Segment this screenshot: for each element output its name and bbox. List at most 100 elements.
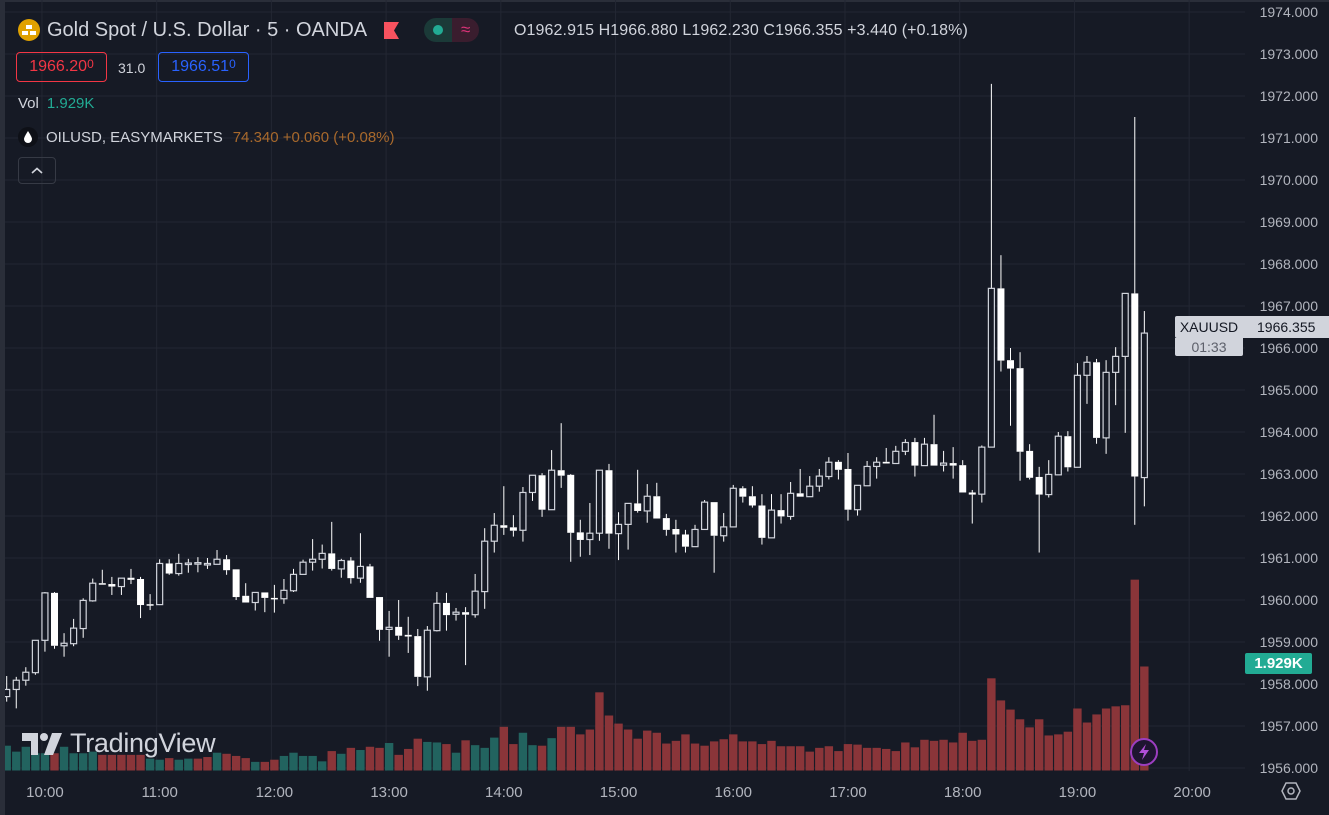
candle (758, 494, 766, 545)
volume-bar (174, 759, 183, 771)
candles (3, 83, 1148, 709)
volume-bar (910, 747, 920, 771)
candle (289, 568, 298, 593)
candle (978, 445, 986, 503)
candle-body-up (767, 509, 776, 539)
candle (261, 592, 269, 613)
volume-bar (59, 746, 69, 771)
volume-bar (977, 739, 987, 771)
compare-symbol-legend[interactable]: OILUSD, EASYMARKETS 74.340 +0.060 (+0.08… (18, 127, 395, 147)
time-tick-label: 14:00 (485, 784, 523, 801)
candle (194, 557, 202, 573)
volume-bar (260, 761, 270, 771)
volume-bar (394, 754, 403, 771)
tradingview-logo-icon (22, 732, 62, 755)
time-tick-label: 19:00 (1059, 784, 1097, 801)
price-tick-label: 1973.000 (1260, 46, 1319, 62)
candle-body-up (471, 590, 479, 616)
candle (796, 468, 804, 497)
candle-body-up (41, 592, 49, 641)
market-status-toggle[interactable]: ≈ (424, 18, 480, 42)
collapse-legend-button[interactable] (18, 157, 56, 184)
candle-body-down (538, 475, 546, 510)
candle (643, 484, 651, 523)
candle-body-up (213, 558, 221, 565)
volume-bar (547, 738, 556, 771)
volume-bar (824, 746, 834, 771)
wave-icon: ≈ (452, 18, 480, 42)
volume-bar (231, 755, 241, 771)
candle (414, 628, 422, 687)
candle (557, 423, 565, 488)
candle (223, 555, 231, 575)
price-tick-label: 1960.000 (1260, 592, 1319, 608)
candle-body-down (395, 626, 403, 636)
candle (672, 519, 680, 553)
price-tick-label: 1965.000 (1260, 382, 1319, 398)
candle (1121, 292, 1129, 433)
volume-bar (1121, 705, 1130, 771)
candle-body-up (978, 446, 986, 495)
volume-bar (566, 726, 575, 771)
candle-body-up (22, 671, 30, 681)
volume-bar (987, 678, 996, 771)
candle (1140, 311, 1148, 507)
candle-body-down (98, 583, 106, 585)
sell-button[interactable]: 1966.20 0 (16, 52, 107, 82)
symbol-title[interactable]: Gold Spot / U.S. Dollar · 5 · OANDA (47, 18, 368, 41)
candle-body-down (605, 470, 613, 534)
candle (213, 550, 221, 565)
buy-button[interactable]: 1966.51 0 (158, 52, 249, 82)
candle (806, 476, 814, 498)
volume-bars (2, 579, 1149, 771)
candle-body-up (1121, 292, 1129, 357)
candle-body-up (1112, 355, 1120, 373)
candle-body-down (442, 602, 450, 616)
lightning-icon[interactable] (1130, 738, 1158, 766)
volume-bar (1130, 579, 1139, 771)
volume-bar (681, 734, 690, 771)
volume-bar (614, 723, 623, 771)
volume-bar (767, 740, 776, 771)
candle-body-up (643, 495, 651, 512)
flag-icon[interactable] (384, 21, 400, 39)
volume-bar (423, 741, 432, 771)
ask-price: 1966.51 (171, 58, 230, 75)
candle-body-up (519, 491, 527, 531)
compare-symbol-values: 74.340 +0.060 (+0.08%) (232, 128, 395, 146)
volume-bar (1006, 709, 1015, 771)
candle-body-up (203, 562, 212, 566)
volume-bar (451, 752, 461, 771)
candle (31, 639, 39, 675)
candle (720, 513, 728, 542)
candle (691, 524, 699, 548)
volume-bar (279, 755, 289, 771)
candle-body-up (385, 626, 393, 630)
price-tick-label: 1959.000 (1260, 634, 1319, 650)
volume-bar (1025, 727, 1034, 771)
volume-bar (815, 747, 824, 771)
candle (117, 577, 126, 595)
volume-bar (136, 754, 145, 771)
settings-hexagon-icon[interactable] (1280, 780, 1302, 802)
time-tick-label: 13:00 (370, 784, 408, 801)
last-price-symbol-label: XAUUSD (1175, 316, 1243, 338)
candle (519, 487, 527, 542)
candle-body-down (949, 463, 957, 466)
volume-bar (21, 746, 31, 771)
candle-body-up (156, 562, 164, 606)
volume-bar (432, 742, 442, 771)
candle (299, 559, 307, 575)
candle-body-down (968, 492, 976, 495)
candle (882, 447, 890, 464)
volume-bar (126, 754, 136, 771)
volume-bar (222, 753, 231, 771)
candle (844, 453, 852, 521)
volume-legend[interactable]: Vol 1.929K (18, 95, 94, 112)
candle (146, 594, 154, 611)
candle-body-down (1064, 436, 1072, 468)
candle-body-down (462, 612, 470, 615)
candle (127, 568, 135, 585)
volume-bar (1140, 666, 1149, 771)
